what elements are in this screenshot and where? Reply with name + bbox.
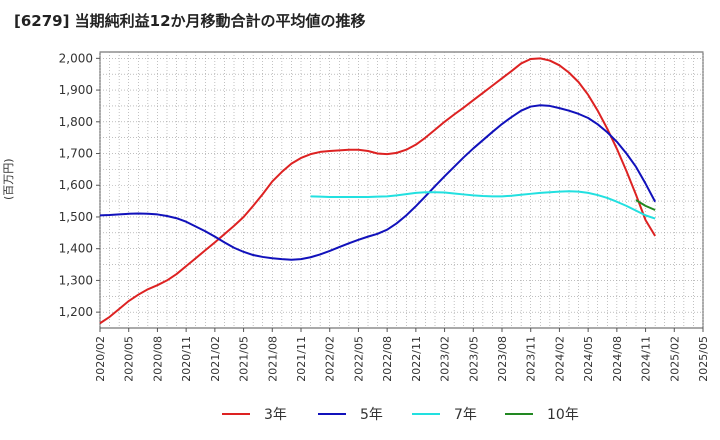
chart-title: [6279] 当期純利益12か月移動合計の平均値の推移 bbox=[14, 12, 366, 30]
x-tick-label: 2024/11 bbox=[640, 336, 653, 382]
x-tick-label: 2020/08 bbox=[151, 336, 164, 382]
x-tick-label: 2020/05 bbox=[123, 336, 136, 382]
y-tick-label: 1,400 bbox=[59, 242, 93, 256]
x-tick-label: 2022/05 bbox=[352, 336, 365, 382]
plot-area bbox=[99, 51, 704, 329]
series-line-7年 bbox=[310, 190, 656, 220]
legend-label-5年: 5年 bbox=[360, 407, 383, 423]
x-tick-label: 2024/05 bbox=[582, 336, 595, 382]
x-tick-label: 2024/08 bbox=[611, 336, 624, 382]
x-tick-label: 2023/05 bbox=[467, 336, 480, 382]
x-tick-label: 2025/02 bbox=[668, 336, 681, 382]
legend-label-10年: 10年 bbox=[547, 407, 579, 423]
y-tick-label: 2,000 bbox=[59, 51, 93, 65]
x-tick-label: 2020/02 bbox=[94, 336, 107, 382]
series-line-10年 bbox=[635, 199, 656, 211]
x-tick-label: 2021/08 bbox=[266, 336, 279, 382]
x-tick-label: 2020/11 bbox=[180, 336, 193, 382]
y-tick-label: 1,500 bbox=[59, 210, 93, 224]
x-tick-label: 2022/11 bbox=[410, 336, 423, 382]
legend-label-7年: 7年 bbox=[454, 407, 477, 423]
x-tick-label: 2025/05 bbox=[697, 336, 710, 382]
x-tick-label: 2023/11 bbox=[525, 336, 538, 382]
x-tick-label: 2021/05 bbox=[238, 336, 251, 382]
y-tick-label: 1,700 bbox=[59, 147, 93, 161]
y-tick-label: 1,900 bbox=[59, 83, 93, 97]
x-tick-label: 2022/08 bbox=[381, 336, 394, 382]
y-tick-label: 1,200 bbox=[59, 305, 93, 319]
legend-label-3年: 3年 bbox=[264, 407, 287, 423]
x-tick-label: 2022/02 bbox=[324, 336, 337, 382]
y-tick-label: 1,600 bbox=[59, 178, 93, 192]
series-line-3年 bbox=[99, 57, 656, 325]
x-tick-label: 2021/11 bbox=[295, 336, 308, 382]
x-tick-label: 2021/02 bbox=[209, 336, 222, 382]
x-tick-label: 2024/02 bbox=[553, 336, 566, 382]
x-tick-label: 2023/08 bbox=[496, 336, 509, 382]
series-line-5年 bbox=[99, 104, 657, 261]
x-tick-label: 2023/02 bbox=[439, 336, 452, 382]
y-tick-label: 1,800 bbox=[59, 115, 93, 129]
y-tick-label: 1,300 bbox=[59, 273, 93, 287]
